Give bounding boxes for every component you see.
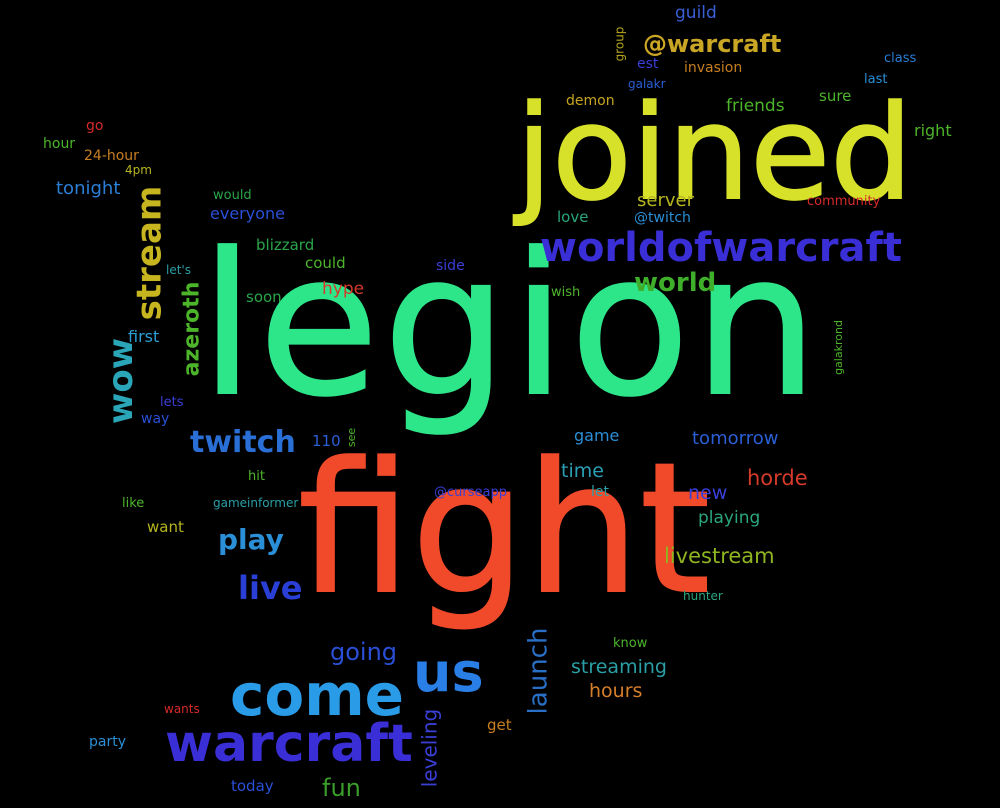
word-class: class	[884, 51, 917, 66]
word-play: play	[218, 523, 284, 556]
word-lets: lets	[160, 395, 184, 410]
word-wow: wow	[101, 337, 142, 425]
word-twitch: twitch	[190, 425, 296, 460]
word-110: 110	[312, 432, 341, 450]
word-launch: launch	[523, 627, 554, 715]
word-tomorrow: tomorrow	[692, 428, 779, 449]
word-party: party	[89, 734, 126, 750]
word-streaming: streaming	[571, 656, 667, 678]
word-know: know	[613, 636, 648, 651]
word-est: est	[637, 56, 659, 72]
word-wish: wish	[551, 285, 581, 300]
word-want: want	[147, 518, 184, 536]
word-group: group	[612, 26, 627, 62]
word-going: going	[330, 638, 398, 666]
word-playing: playing	[698, 508, 761, 528]
word-at-warcraft: @warcraft	[643, 30, 782, 58]
word-community: community	[807, 194, 881, 209]
word-wants: wants	[164, 702, 200, 716]
word-see: see	[345, 427, 359, 448]
word-hunter: hunter	[683, 589, 723, 603]
word-right: right	[914, 121, 952, 140]
word-demon: demon	[566, 93, 615, 109]
word-24-hour: 24-hour	[84, 148, 139, 164]
word-fun: fun	[322, 774, 361, 802]
word-let: let	[591, 484, 609, 500]
word-side: side	[436, 258, 465, 274]
word-hours: hours	[589, 680, 643, 702]
word-way: way	[141, 411, 170, 427]
word-friends: friends	[726, 96, 785, 116]
word-fight: fight	[297, 425, 711, 634]
word-could: could	[305, 254, 346, 272]
word-server: server	[637, 190, 694, 211]
word-game: game	[574, 426, 620, 445]
word-love: love	[557, 208, 589, 226]
word-world: world	[634, 268, 717, 298]
word-lets-apostrophe: let's	[166, 263, 191, 277]
word-galakr: galakr	[628, 77, 666, 91]
word-hit: hit	[248, 469, 265, 484]
word-legion: legion	[199, 212, 823, 440]
word-at-curseapp: @curseapp	[434, 485, 507, 500]
word-galakrond: galakrond	[831, 320, 845, 375]
word-hype: hype	[322, 279, 365, 299]
word-go: go	[86, 118, 104, 134]
word-gameinformer: gameinformer	[213, 496, 299, 510]
word-warcraft: warcraft	[165, 714, 413, 774]
word-everyone: everyone	[210, 204, 285, 223]
word-invasion: invasion	[684, 60, 743, 76]
word-blizzard: blizzard	[256, 236, 315, 254]
word-like: like	[122, 496, 145, 511]
word-at-twitch: @twitch	[634, 210, 691, 226]
word-horde: horde	[747, 466, 808, 490]
word-sure: sure	[819, 87, 852, 105]
word-new: new	[688, 482, 728, 504]
word-us: us	[413, 641, 484, 704]
word-livestream: livestream	[664, 544, 775, 568]
word-worldofwarcraft: worldofwarcraft	[540, 225, 903, 271]
word-today: today	[231, 777, 274, 795]
word-first: first	[128, 327, 160, 346]
word-hour: hour	[43, 136, 76, 152]
word-guild: guild	[675, 3, 717, 23]
word-leveling: leveling	[417, 708, 442, 788]
word-tonight: tonight	[56, 178, 121, 199]
word-soon: soon	[246, 288, 282, 306]
word-last: last	[864, 72, 888, 87]
word-azeroth: azeroth	[179, 281, 205, 377]
word-get: get	[487, 716, 512, 734]
word-joined: joined	[515, 77, 914, 229]
word-would: would	[213, 188, 252, 203]
word-come: come	[230, 661, 404, 729]
word-stream: stream	[129, 185, 170, 321]
word-4pm: 4pm	[125, 163, 152, 177]
word-time: time	[561, 460, 604, 482]
word-live: live	[238, 569, 303, 607]
